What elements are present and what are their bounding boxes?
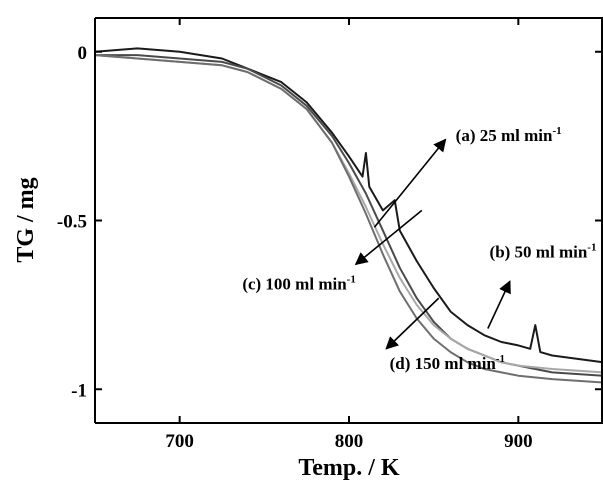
annotation-superscript-c: -1 [347, 274, 356, 286]
annotation-label-b: (b) 50 ml min-1 [490, 242, 597, 262]
x-tick-label-800: 800 [335, 431, 364, 452]
annotation-text-c: (c) 100 ml min [242, 275, 347, 294]
x-tick-label-700: 700 [165, 431, 194, 452]
annotation-label-c: (c) 100 ml min-1 [242, 274, 356, 294]
series-line-4 [95, 54, 603, 384]
y-tick-label-1: -0.5 [57, 212, 87, 233]
annotation-text-a: (a) 25 ml min [456, 126, 553, 145]
annotation-arrow-a [373, 138, 447, 228]
annotation-text-b: (b) 50 ml min [490, 243, 588, 262]
y-tick-label-0: 0 [78, 43, 88, 64]
annotation-arrow-b [487, 280, 511, 329]
plot-lines [95, 47, 603, 384]
annotation-arrow-d [385, 297, 440, 350]
annotation-text-d: (d) 150 ml min [390, 354, 497, 373]
annotation-superscript-b: -1 [587, 242, 596, 254]
x-tick-label-900: 900 [504, 431, 533, 452]
series-line-2 [95, 54, 603, 377]
annotation-label-a: (a) 25 ml min-1 [456, 125, 562, 145]
axes: 700 800 900 0 -0.5 -1 [57, 17, 603, 452]
annotation-superscript-a: -1 [552, 125, 561, 137]
series-line-3 [95, 54, 603, 374]
series-line-1 [95, 47, 603, 364]
annotation-label-d: (d) 150 ml min-1 [390, 353, 505, 373]
annotations: (a) 25 ml min-1(b) 50 ml min-1(c) 100 ml… [242, 125, 596, 373]
annotation-superscript-d: -1 [496, 353, 505, 365]
y-axis-label: TG / mg [13, 177, 39, 262]
annotation-arrow-c [354, 209, 423, 266]
x-axis-label: Temp. / K [298, 455, 399, 481]
y-tick-label-2: -1 [71, 380, 87, 401]
